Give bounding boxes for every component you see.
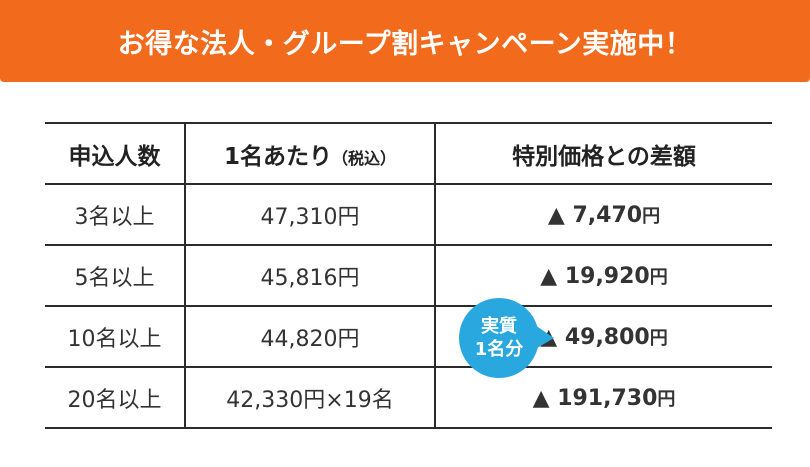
header-difference: 特別価格との差額 — [434, 122, 772, 185]
row-count: 5名以上 — [45, 244, 185, 307]
table-row: 3名以上 47,310円 ▲ 7,470円 — [45, 183, 772, 246]
table-row: 10名以上 44,820円 ▲ 49,800円 — [45, 305, 772, 368]
difference-value: ▲ 19,920 — [540, 263, 650, 289]
campaign-banner: お得な法人・グループ割キャンペーン実施中！ — [0, 0, 810, 82]
table-row: 5名以上 45,816円 ▲ 19,920円 — [45, 244, 772, 307]
table-row: 20名以上 42,330円×19名 ▲ 191,730円 — [45, 366, 772, 429]
row-price: 45,816円 — [184, 244, 435, 307]
row-difference: ▲ 19,920円 — [434, 244, 772, 307]
header-tax-note: （税込） — [332, 148, 397, 168]
header-per-person-label: 1名あたり — [223, 143, 332, 170]
speech-bubble-icon — [459, 298, 554, 378]
price-table: 申込人数 1名あたり（税込） 特別価格との差額 3名以上 47,310円 ▲ 7… — [45, 122, 772, 429]
table-header-row: 申込人数 1名あたり（税込） 特別価格との差額 — [45, 122, 772, 185]
difference-unit: 円 — [649, 266, 668, 288]
difference-unit: 円 — [657, 388, 676, 410]
difference-value: ▲ 7,470 — [547, 202, 643, 228]
difference-unit: 円 — [642, 205, 661, 227]
row-count: 3名以上 — [45, 183, 185, 246]
row-count: 10名以上 — [45, 305, 185, 368]
header-count: 申込人数 — [45, 122, 185, 185]
difference-value: ▲ 191,730 — [532, 385, 658, 411]
difference-value: ▲ 49,800 — [540, 324, 650, 350]
row-count: 20名以上 — [45, 366, 185, 429]
difference-unit: 円 — [649, 327, 668, 349]
row-price: 42,330円×19名 — [184, 366, 435, 429]
row-price: 47,310円 — [184, 183, 435, 246]
badge-line2: 1名分 — [474, 339, 524, 360]
row-difference: ▲ 191,730円 — [434, 366, 772, 429]
banner-title: お得な法人・グループ割キャンペーン実施中！ — [117, 28, 693, 60]
one-person-free-badge: 実質 1名分 — [458, 297, 554, 379]
row-difference: ▲ 7,470円 — [434, 183, 772, 246]
header-per-person: 1名あたり（税込） — [184, 122, 435, 185]
row-price: 44,820円 — [184, 305, 435, 368]
badge-line1: 実質 — [481, 316, 517, 337]
